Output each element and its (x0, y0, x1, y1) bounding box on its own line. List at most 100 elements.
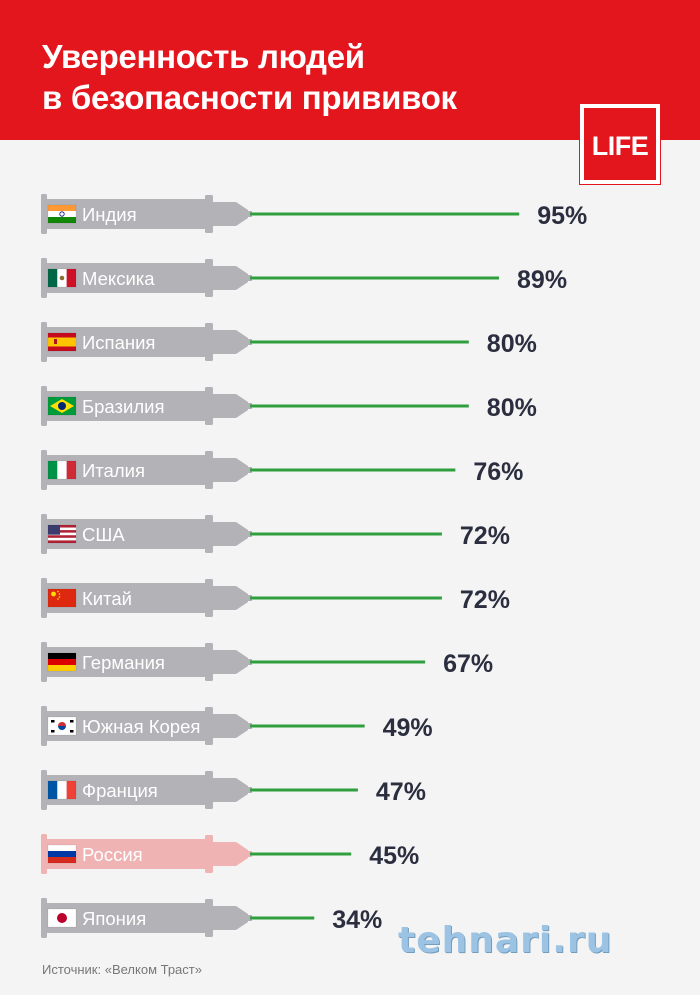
value-label: 34% (332, 906, 382, 934)
needle-bar (250, 724, 365, 728)
syringe-barrel (45, 775, 210, 805)
page-title: Уверенность людей в безопасности прививо… (42, 36, 457, 118)
syringe-flange (205, 323, 213, 361)
flag-india-icon (47, 204, 77, 224)
syringe-tip (247, 339, 252, 345)
value-label: 95% (537, 202, 587, 230)
category-label: Франция (82, 780, 158, 801)
syringe-tip (247, 595, 252, 601)
syringe-flange (205, 835, 213, 873)
watermark: tehnari.ru (398, 920, 613, 961)
syringe-tip (247, 723, 252, 729)
syringe-nozzle (212, 522, 248, 546)
syringe-nozzle (212, 330, 248, 354)
syringe-tip (247, 275, 252, 281)
syringe-tip (247, 915, 252, 921)
needle-bar (250, 852, 352, 856)
syringe-barrel (45, 455, 210, 485)
title-line-2: в безопасности прививок (42, 79, 457, 116)
category-label: Бразилия (82, 396, 164, 417)
syringe-nozzle (212, 586, 248, 610)
flag-brazil-icon (47, 396, 77, 416)
syringe-nozzle (212, 394, 248, 418)
needle-bar (250, 788, 358, 792)
category-label: Индия (82, 204, 137, 225)
syringe-nozzle (212, 202, 248, 226)
needle-bar (250, 916, 315, 920)
syringe-barrel (45, 199, 210, 229)
syringe-nozzle (212, 714, 248, 738)
bar-row: Китай 72% (41, 578, 510, 618)
syringe-nozzle (212, 266, 248, 290)
category-label: Япония (82, 908, 146, 929)
flag-spain-icon (47, 332, 77, 352)
syringe-flange (205, 899, 213, 937)
header-banner: Уверенность людей в безопасности прививо… (0, 0, 700, 140)
bar-row: США 72% (41, 514, 510, 554)
flag-france-icon (47, 780, 77, 800)
syringe-nozzle (212, 906, 248, 930)
syringe-barrel (45, 903, 210, 933)
bar-row: Бразилия 80% (41, 386, 537, 426)
value-label: 67% (443, 650, 493, 678)
syringe-flange (205, 707, 213, 745)
flag-germany-icon (47, 652, 77, 672)
syringe-flange (205, 579, 213, 617)
value-label: 89% (517, 266, 567, 294)
flag-china-icon (47, 588, 77, 608)
syringe-barrel (45, 391, 210, 421)
bar-row: Германия 67% (41, 642, 493, 682)
needle-bar (250, 340, 469, 344)
value-label: 47% (376, 778, 426, 806)
flag-mexico-icon (47, 268, 77, 288)
value-label: 76% (473, 458, 523, 486)
syringe-nozzle (212, 842, 248, 866)
flag-italy-icon (47, 460, 77, 480)
syringe-nozzle (212, 778, 248, 802)
value-label: 72% (460, 586, 510, 614)
category-label: Южная Корея (82, 716, 200, 737)
syringe-tip (247, 211, 252, 217)
title-line-1: Уверенность людей (42, 38, 365, 75)
syringe-flange (205, 451, 213, 489)
syringe-tip (247, 531, 252, 537)
needle-bar (250, 532, 442, 536)
bar-row: Мексика 89% (41, 258, 567, 298)
category-label: Испания (82, 332, 155, 353)
syringe-flange (205, 771, 213, 809)
value-label: 45% (369, 842, 419, 870)
logo-text: LIFE (591, 131, 649, 161)
syringe-tip (247, 403, 252, 409)
syringe-flange (205, 515, 213, 553)
syringe-flange (205, 195, 213, 233)
value-label: 72% (460, 522, 510, 550)
category-label: Италия (82, 460, 145, 481)
bar-row: Индия 95% (41, 194, 587, 234)
flag-russia-icon (47, 844, 77, 864)
value-label: 80% (487, 330, 537, 358)
needle-bar (250, 212, 520, 216)
syringe-barrel (45, 839, 210, 869)
bar-row: Япония 34% (41, 898, 382, 938)
syringe-flange (205, 259, 213, 297)
syringe-nozzle (212, 458, 248, 482)
life-logo: LIFE (580, 104, 660, 184)
bar-row: Италия 76% (41, 450, 523, 490)
bar-row: Южная Корея 49% (41, 706, 433, 746)
syringe-tip (247, 659, 252, 665)
needle-bar (250, 660, 426, 664)
category-label: Германия (82, 652, 165, 673)
flag-japan-icon (47, 908, 77, 928)
category-label: Россия (82, 844, 143, 865)
syringe-nozzle (212, 650, 248, 674)
value-label: 49% (383, 714, 433, 742)
bar-row: Россия 45% (41, 834, 419, 874)
bar-row: Франция 47% (41, 770, 426, 810)
flag-usa-icon (47, 524, 77, 544)
needle-bar (250, 596, 442, 600)
syringe-barrel (45, 647, 210, 677)
category-label: Мексика (82, 268, 155, 289)
syringe-barrel (45, 711, 210, 741)
syringe-flange (205, 643, 213, 681)
